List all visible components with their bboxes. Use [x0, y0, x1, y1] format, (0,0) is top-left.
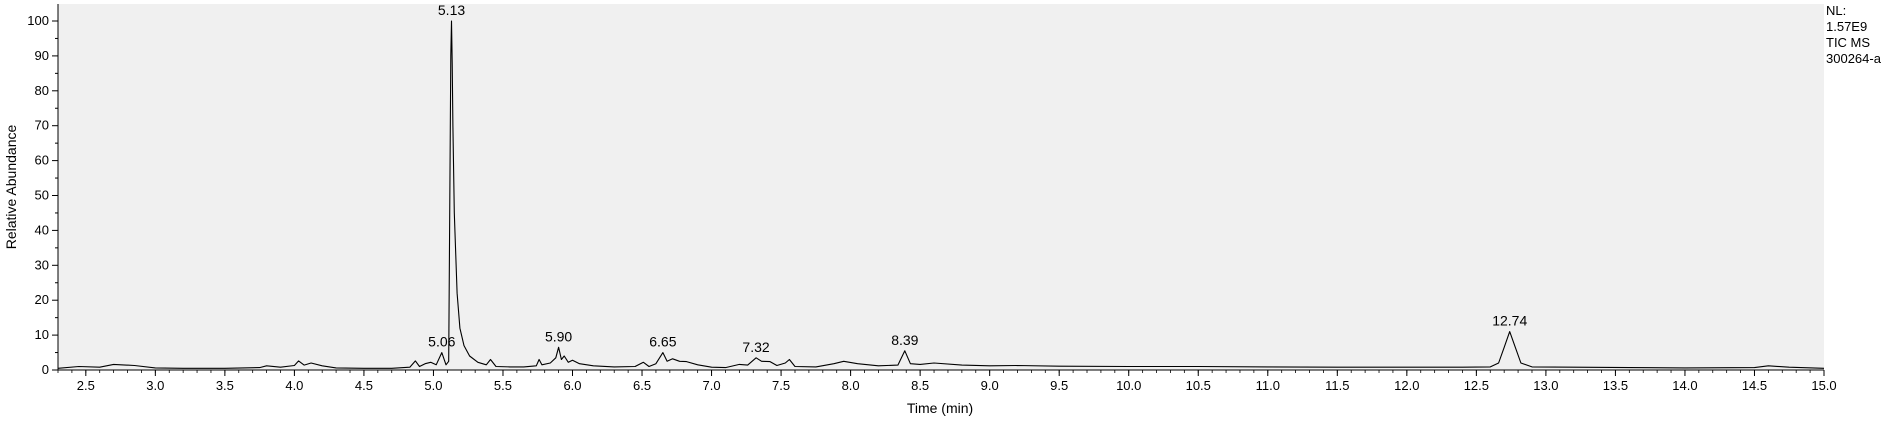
x-tick-label: 5.5	[494, 378, 512, 393]
info-nl-label: NL:	[1826, 3, 1846, 18]
x-tick-label: 10.0	[1116, 378, 1141, 393]
peak-labels: 5.06 5.13 5.90 6.65 7.32 8.39 12.74	[428, 2, 1527, 355]
y-tick-label: 80	[35, 83, 49, 98]
x-tick-label: 6.0	[563, 378, 581, 393]
y-tick-label: 20	[35, 292, 49, 307]
y-tick-label: 90	[35, 48, 49, 63]
x-tick-label: 4.5	[355, 378, 373, 393]
info-box: NL: 1.57E9 TIC MS 300264-a	[1826, 3, 1882, 66]
x-tick-label: 6.5	[633, 378, 651, 393]
x-axis-title: Time (min)	[907, 400, 973, 416]
y-axis-title: Relative Abundance	[3, 125, 19, 250]
y-tick-label: 40	[35, 222, 49, 237]
y-tick-label: 100	[27, 13, 49, 28]
y-axis-ticks: 0 10 20 30 40 50 60 70 80 90 100	[27, 13, 58, 377]
y-tick-label: 60	[35, 153, 49, 168]
x-tick-label: 4.0	[285, 378, 303, 393]
x-axis-ticks: 2.5 3.0 3.5 4.0 4.5 5.0 5.5 6.0 6.5 7.0 7.5 8.0 8.5 9…	[77, 370, 1837, 393]
plot-area-background	[58, 4, 1824, 370]
info-nl-value: 1.57E9	[1826, 19, 1867, 34]
y-tick-label: 10	[35, 327, 49, 342]
peak-label: 8.39	[891, 332, 918, 348]
x-tick-label: 14.0	[1672, 378, 1697, 393]
x-tick-label: 3.5	[216, 378, 234, 393]
x-tick-label: 13.0	[1533, 378, 1558, 393]
info-sample-name: 300264-a	[1826, 51, 1882, 66]
y-tick-label: 70	[35, 118, 49, 133]
peak-label: 6.65	[649, 334, 676, 350]
x-tick-label: 10.5	[1186, 378, 1211, 393]
x-tick-label: 7.0	[703, 378, 721, 393]
y-tick-label: 0	[42, 362, 49, 377]
x-tick-label: 8.0	[842, 378, 860, 393]
x-tick-label: 14.5	[1742, 378, 1767, 393]
y-tick-label: 30	[35, 257, 49, 272]
info-scan-type: TIC MS	[1826, 35, 1870, 50]
x-tick-label: 2.5	[77, 378, 95, 393]
peak-label: 7.32	[742, 339, 769, 355]
x-tick-label: 11.0	[1256, 378, 1280, 393]
peak-label: 5.06	[428, 334, 455, 350]
x-tick-label: 11.5	[1325, 378, 1349, 393]
y-tick-label: 50	[35, 188, 49, 203]
x-tick-label: 9.0	[981, 378, 999, 393]
x-tick-label: 13.5	[1603, 378, 1628, 393]
x-tick-label: 15.0	[1811, 378, 1836, 393]
peak-label: 12.74	[1492, 313, 1527, 329]
x-tick-label: 12.5	[1464, 378, 1489, 393]
peak-label: 5.13	[438, 2, 465, 18]
x-tick-label: 5.0	[424, 378, 442, 393]
x-tick-label: 12.0	[1394, 378, 1419, 393]
x-tick-label: 3.0	[146, 378, 164, 393]
x-tick-label: 7.5	[772, 378, 790, 393]
x-tick-label: 9.5	[1050, 378, 1068, 393]
peak-label: 5.90	[545, 328, 572, 344]
x-tick-label: 8.5	[911, 378, 929, 393]
tic-trace-line	[57, 20, 1825, 369]
